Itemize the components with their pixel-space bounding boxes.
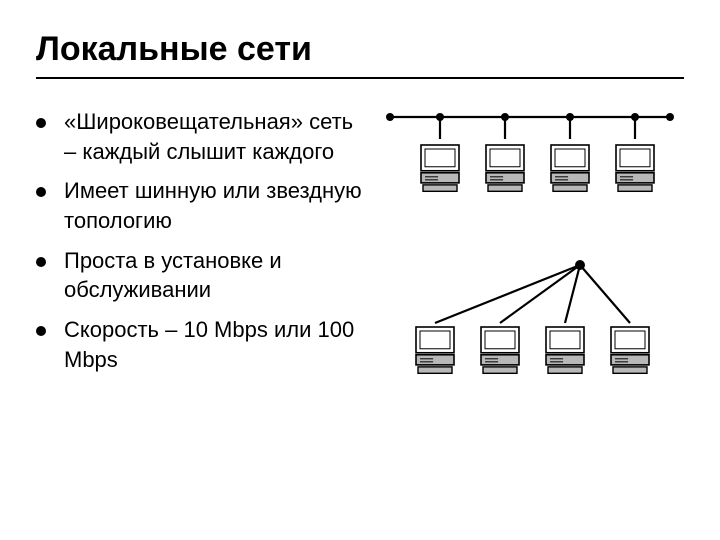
bullet-icon [36, 326, 46, 336]
bullet-text: Скорость – 10 Mbps или 100 Mbps [64, 315, 365, 374]
content-area: «Широковещательная» сеть – каждый слышит… [36, 107, 684, 385]
bullet-icon [36, 257, 46, 267]
list-item: Имеет шинную или звездную топологию [36, 176, 365, 235]
star-topology-diagram [385, 257, 685, 387]
bullet-text: Имеет шинную или звездную топологию [64, 176, 365, 235]
list-item: «Широковещательная» сеть – каждый слышит… [36, 107, 365, 166]
diagrams-area [385, 107, 685, 385]
bullet-list: «Широковещательная» сеть – каждый слышит… [36, 107, 365, 385]
bullet-text: Проста в установке и обслуживании [64, 246, 365, 305]
bullet-icon [36, 118, 46, 128]
list-item: Скорость – 10 Mbps или 100 Mbps [36, 315, 365, 374]
bus-topology-diagram [385, 107, 685, 227]
page-title: Локальные сети [36, 30, 684, 79]
bullet-text: «Широковещательная» сеть – каждый слышит… [64, 107, 365, 166]
bullet-icon [36, 187, 46, 197]
list-item: Проста в установке и обслуживании [36, 246, 365, 305]
